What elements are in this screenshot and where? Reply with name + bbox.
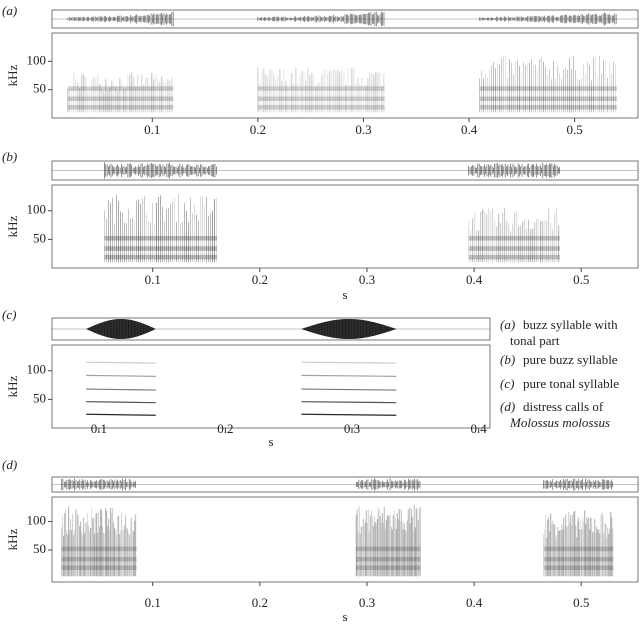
spectrogram-frame: [51, 344, 491, 429]
x-axis-label: s: [342, 609, 347, 624]
energy-band: [356, 565, 421, 571]
harmonic: [301, 413, 397, 416]
energy-band: [543, 546, 614, 552]
harmonic: [86, 413, 156, 416]
panel: (b) 50 100 0.1 0.2 0.3 0.4 0.5 kHz s: [2, 149, 639, 302]
energy-band: [67, 104, 174, 110]
panel: (c) 50 100 0.1 0.2 0.3 0.4 kHz s: [2, 307, 491, 449]
y-tick-label: 50: [33, 390, 46, 405]
energy-band: [356, 556, 421, 562]
spectrogram-frame: [51, 32, 639, 119]
harmonic: [86, 374, 156, 377]
harmonic: [301, 388, 397, 391]
x-tick-label: 0.1: [144, 122, 160, 137]
x-tick-label: 0.2: [252, 272, 268, 287]
x-tick-label: 0.4: [466, 272, 483, 287]
x-tick-label: 0.2: [217, 421, 233, 436]
legend-text: distress calls of: [523, 399, 604, 414]
energy-band: [61, 556, 137, 562]
panel: (d) 50 100 0.1 0.2 0.3 0.4 0.5 kHz s: [2, 457, 639, 624]
x-tick-label: 0.1: [91, 421, 107, 436]
legend-label: (b): [500, 352, 515, 367]
x-tick-label: 0.2: [252, 595, 268, 610]
energy-band: [257, 96, 385, 101]
energy-band: [104, 246, 217, 251]
legend-label: (a): [500, 317, 515, 332]
y-tick-label: 100: [27, 52, 47, 67]
energy-band: [479, 104, 617, 110]
harmonic: [86, 401, 156, 404]
legend-label: (c): [500, 376, 514, 391]
x-tick-label: 0.5: [567, 122, 583, 137]
energy-band: [468, 235, 560, 241]
harmonic: [86, 388, 156, 391]
spectrogram-frame: [51, 496, 639, 583]
x-tick-label: 0.5: [573, 272, 589, 287]
x-tick-label: 0.3: [359, 272, 375, 287]
x-tick-label: 0.3: [355, 122, 371, 137]
panel-label: (d): [2, 457, 17, 472]
spectrogram-frame: [51, 184, 639, 269]
y-tick-label: 50: [33, 230, 46, 245]
y-axis-label: kHz: [5, 64, 20, 86]
panel: (a) 50 100 0.1 0.2 0.3 0.4 0.5 kHz: [2, 3, 639, 137]
energy-band: [257, 104, 385, 110]
energy-band: [257, 86, 385, 91]
y-tick-label: 50: [33, 541, 46, 556]
energy-band: [543, 556, 614, 562]
x-tick-label: 0.4: [466, 595, 483, 610]
legend-text: Molossus molossus: [509, 415, 610, 430]
energy-band: [543, 565, 614, 571]
x-tick-label: 0.3: [344, 421, 360, 436]
harmonic: [301, 374, 397, 377]
y-axis-label: kHz: [5, 215, 20, 237]
y-tick-label: 100: [27, 513, 47, 528]
energy-band: [104, 235, 217, 241]
x-axis-label: s: [342, 287, 347, 302]
y-tick-label: 100: [27, 202, 47, 217]
energy-band: [67, 86, 174, 91]
energy-band: [479, 96, 617, 101]
energy-band: [104, 254, 217, 260]
legend-text: buzz syllable with: [523, 317, 618, 332]
y-tick-label: 100: [27, 362, 47, 377]
x-axis-label: s: [268, 434, 273, 449]
y-axis-label: kHz: [5, 375, 20, 397]
panel-label: (a): [2, 3, 17, 18]
energy-band: [61, 565, 137, 571]
legend-text: tonal part: [510, 333, 560, 348]
legend-text: pure tonal syllable: [523, 376, 619, 391]
energy-band: [67, 96, 174, 101]
x-tick-label: 0.2: [250, 122, 266, 137]
panel-label: (c): [2, 307, 16, 322]
y-tick-label: 50: [33, 81, 46, 96]
harmonic: [86, 361, 156, 364]
energy-band: [468, 246, 560, 251]
energy-band: [356, 546, 421, 552]
harmonic: [301, 401, 397, 404]
legend-text: pure buzz syllable: [523, 352, 618, 367]
panel-label: (b): [2, 149, 17, 164]
x-tick-label: 0.5: [573, 595, 589, 610]
x-tick-label: 0.3: [359, 595, 375, 610]
energy-band: [479, 86, 617, 91]
harmonic: [301, 361, 397, 364]
x-tick-label: 0.4: [461, 122, 478, 137]
energy-band: [61, 546, 137, 552]
y-axis-label: kHz: [5, 528, 20, 550]
legend-label: (d): [500, 399, 515, 414]
x-tick-label: 0.1: [145, 272, 161, 287]
x-tick-label: 0.4: [470, 421, 487, 436]
x-tick-label: 0.1: [145, 595, 161, 610]
energy-band: [468, 254, 560, 260]
